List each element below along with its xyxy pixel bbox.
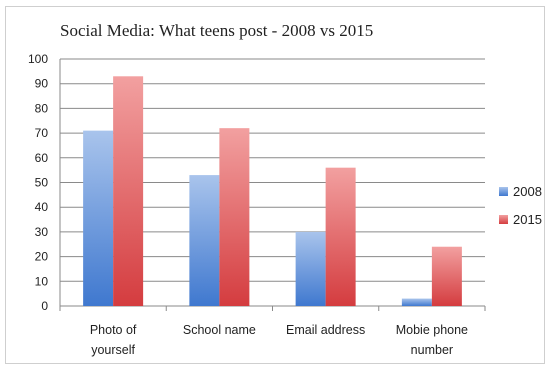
chart-title: Social Media: What teens post - 2008 vs … xyxy=(60,21,374,40)
y-tick-label: 100 xyxy=(28,52,48,66)
y-tick-label: 0 xyxy=(41,299,48,313)
bar-2015-2 xyxy=(325,167,356,306)
bar-2015-1 xyxy=(219,128,250,306)
x-category-label: yourself xyxy=(91,343,135,357)
y-tick-label: 90 xyxy=(35,77,49,91)
y-tick-label: 40 xyxy=(35,200,49,214)
bar-2015-3 xyxy=(431,246,462,306)
bar-2008-1 xyxy=(189,175,220,306)
x-category-label: number xyxy=(411,343,453,357)
y-tick-label: 70 xyxy=(35,126,49,140)
x-category-label: Email address xyxy=(286,323,365,337)
legend-label-2015: 2015 xyxy=(513,212,542,227)
legend-swatch-2015 xyxy=(499,215,508,224)
y-tick-label: 60 xyxy=(35,151,49,165)
bar-2008-2 xyxy=(295,231,326,306)
y-tick-label: 50 xyxy=(35,176,49,190)
y-tick-label: 10 xyxy=(35,274,49,288)
bar-2008-0 xyxy=(83,130,114,306)
x-category-label: Mobie phone xyxy=(396,323,468,337)
x-category-label: School name xyxy=(183,323,256,337)
y-tick-label: 80 xyxy=(35,101,49,115)
legend-label-2008: 2008 xyxy=(513,184,542,199)
bar-2008-3 xyxy=(401,298,432,306)
bar-2015-0 xyxy=(113,76,144,306)
y-tick-label: 20 xyxy=(35,250,49,264)
x-category-label: Photo of xyxy=(90,323,137,337)
legend-swatch-2008 xyxy=(499,187,508,196)
y-tick-label: 30 xyxy=(35,225,49,239)
